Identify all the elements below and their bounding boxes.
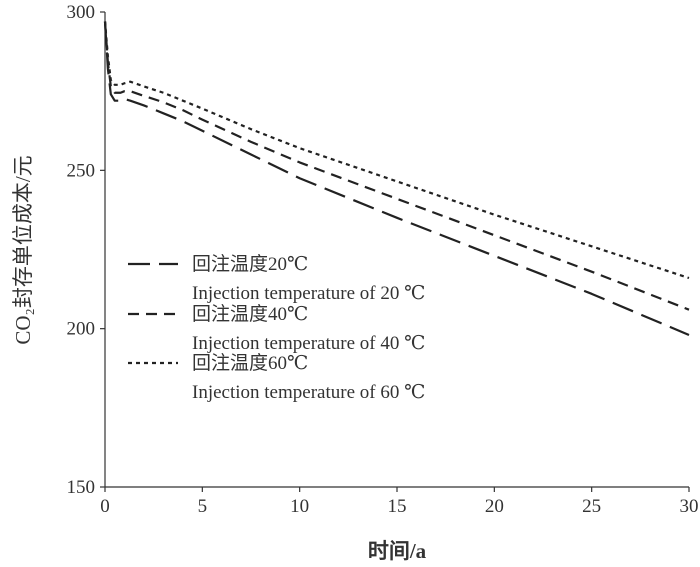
axis-ticks: 0 5 10 15 20 25 30 150 200 250 300 — [67, 2, 699, 517]
y-tick-label: 150 — [67, 477, 96, 498]
legend-label-3: 回注温度60℃ — [192, 352, 308, 374]
x-tick-label: 5 — [198, 496, 208, 517]
x-tick-label: 20 — [485, 496, 504, 517]
x-tick-label: 10 — [290, 496, 309, 517]
x-tick-label: 25 — [582, 496, 601, 517]
x-axis-title: 时间/a — [368, 539, 427, 563]
y-tick-label: 250 — [67, 160, 96, 181]
y-axis-title: CO₂封存单位成本/元 — [11, 155, 35, 344]
y-tick-label: 200 — [67, 319, 96, 340]
series-line-1 — [103, 21, 690, 337]
legend-label-en-2: Injection temperature of 40 ℃ — [192, 333, 425, 354]
y-tick-label: 300 — [67, 2, 96, 23]
x-tick-label: 0 — [100, 496, 110, 517]
legend-label-en-3: Injection temperature of 60 ℃ — [192, 382, 425, 403]
x-tick-label: 30 — [680, 496, 699, 517]
legend-label-2: 回注温度40℃ — [192, 303, 308, 325]
legend-label-en-1: Injection temperature of 20 ℃ — [192, 283, 425, 304]
series-line-3 — [103, 21, 690, 280]
series-lines — [103, 21, 690, 337]
legend-label-1: 回注温度20℃ — [192, 253, 308, 275]
x-tick-label: 15 — [388, 496, 407, 517]
